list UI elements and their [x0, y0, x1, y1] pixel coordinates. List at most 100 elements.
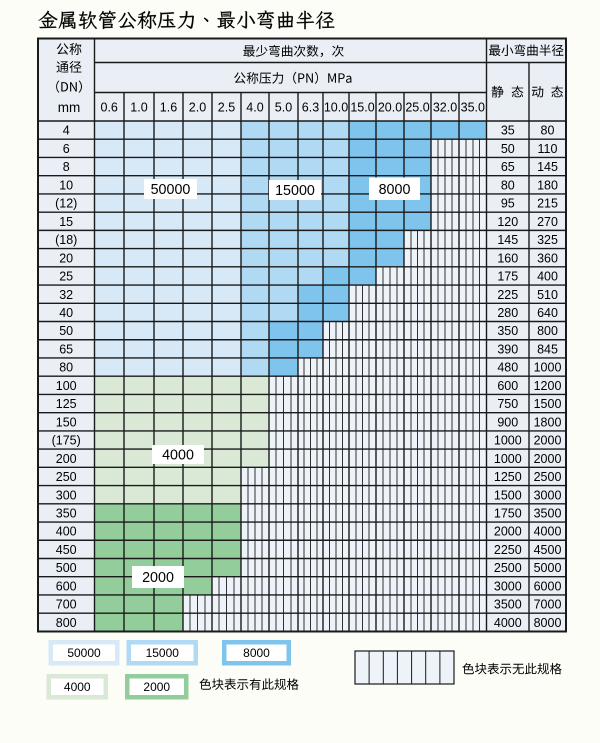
svg-text:400: 400	[56, 525, 77, 539]
svg-text:3000: 3000	[494, 579, 522, 593]
svg-text:15.0: 15.0	[350, 100, 374, 114]
svg-text:800: 800	[56, 616, 77, 630]
svg-text:50000: 50000	[151, 182, 191, 198]
svg-text:900: 900	[497, 415, 518, 429]
svg-text:1500: 1500	[494, 488, 522, 502]
svg-text:2000: 2000	[142, 570, 174, 586]
svg-text:450: 450	[56, 543, 77, 557]
svg-text:250: 250	[56, 470, 77, 484]
svg-text:160: 160	[497, 251, 518, 265]
svg-text:(175): (175)	[52, 434, 81, 448]
svg-text:5.0: 5.0	[275, 100, 292, 114]
svg-text:145: 145	[537, 160, 558, 174]
svg-text:300: 300	[56, 488, 77, 502]
svg-text:(12): (12)	[55, 197, 77, 211]
svg-text:480: 480	[497, 361, 518, 375]
svg-text:2500: 2500	[534, 470, 562, 484]
svg-text:1800: 1800	[534, 415, 562, 429]
svg-text:15000: 15000	[146, 646, 180, 660]
svg-text:110: 110	[538, 142, 558, 156]
svg-text:10: 10	[59, 178, 73, 192]
svg-text:600: 600	[56, 579, 77, 593]
svg-text:25: 25	[59, 270, 73, 284]
svg-text:8: 8	[63, 160, 70, 174]
svg-text:700: 700	[56, 598, 77, 612]
svg-text:35.0: 35.0	[461, 100, 485, 114]
svg-text:25.0: 25.0	[405, 100, 429, 114]
svg-text:4: 4	[63, 124, 70, 138]
svg-text:(18): (18)	[55, 233, 77, 247]
svg-text:1.0: 1.0	[130, 100, 147, 114]
svg-text:100: 100	[56, 379, 77, 393]
svg-text:50: 50	[59, 324, 73, 338]
svg-text:50000: 50000	[67, 646, 101, 660]
svg-text:200: 200	[56, 452, 77, 466]
svg-text:2000: 2000	[534, 452, 562, 466]
svg-text:1500: 1500	[534, 397, 562, 411]
svg-text:7000: 7000	[534, 598, 562, 612]
svg-text:325: 325	[537, 233, 558, 247]
svg-text:8000: 8000	[534, 616, 562, 630]
svg-text:225: 225	[497, 288, 518, 302]
svg-text:2000: 2000	[143, 680, 170, 694]
svg-text:2500: 2500	[494, 561, 522, 575]
svg-text:32.0: 32.0	[433, 100, 457, 114]
svg-text:8000: 8000	[379, 182, 411, 198]
svg-text:4000: 4000	[534, 525, 562, 539]
svg-text:400: 400	[537, 270, 558, 284]
svg-text:3500: 3500	[494, 598, 522, 612]
svg-text:5000: 5000	[534, 561, 562, 575]
svg-text:4500: 4500	[534, 543, 562, 557]
svg-text:175: 175	[497, 270, 518, 284]
svg-text:800: 800	[537, 324, 558, 338]
svg-text:390: 390	[497, 343, 518, 357]
svg-text:4000: 4000	[64, 680, 91, 694]
svg-text:35: 35	[501, 124, 515, 138]
svg-text:65: 65	[59, 343, 73, 357]
svg-text:120: 120	[497, 215, 518, 229]
svg-text:1750: 1750	[494, 507, 522, 521]
svg-text:4000: 4000	[162, 448, 194, 464]
svg-text:2.5: 2.5	[218, 100, 235, 114]
svg-text:15000: 15000	[275, 183, 315, 199]
svg-text:6000: 6000	[534, 579, 562, 593]
svg-text:360: 360	[537, 251, 558, 265]
svg-text:145: 145	[497, 233, 518, 247]
svg-text:3500: 3500	[534, 507, 562, 521]
svg-text:845: 845	[537, 343, 558, 357]
svg-text:1250: 1250	[494, 470, 522, 484]
svg-text:270: 270	[537, 215, 558, 229]
svg-text:50: 50	[501, 142, 515, 156]
svg-text:125: 125	[56, 397, 77, 411]
svg-text:180: 180	[537, 178, 558, 192]
svg-text:15: 15	[59, 215, 73, 229]
svg-text:20: 20	[59, 251, 73, 265]
svg-text:350: 350	[56, 507, 77, 521]
svg-text:280: 280	[497, 306, 518, 320]
svg-text:4.0: 4.0	[246, 100, 263, 114]
svg-text:1000: 1000	[534, 361, 562, 375]
svg-text:80: 80	[59, 361, 73, 375]
svg-text:32: 32	[59, 288, 73, 302]
svg-text:1000: 1000	[494, 434, 522, 448]
svg-text:1200: 1200	[534, 379, 562, 393]
svg-text:215: 215	[537, 197, 558, 211]
svg-text:640: 640	[537, 306, 558, 320]
svg-text:65: 65	[501, 160, 515, 174]
svg-text:350: 350	[497, 324, 518, 338]
svg-text:2000: 2000	[534, 434, 562, 448]
svg-text:1000: 1000	[494, 452, 522, 466]
svg-text:8000: 8000	[243, 646, 270, 660]
svg-text:750: 750	[497, 397, 518, 411]
svg-text:2000: 2000	[494, 525, 522, 539]
svg-text:95: 95	[501, 197, 515, 211]
svg-text:600: 600	[497, 379, 518, 393]
svg-text:20.0: 20.0	[378, 100, 402, 114]
svg-text:80: 80	[501, 178, 515, 192]
svg-text:4000: 4000	[494, 616, 522, 630]
svg-text:0.6: 0.6	[101, 100, 118, 114]
svg-text:510: 510	[537, 288, 558, 302]
svg-text:2.0: 2.0	[189, 100, 206, 114]
svg-text:mm: mm	[58, 100, 81, 115]
svg-text:10.0: 10.0	[324, 100, 348, 114]
